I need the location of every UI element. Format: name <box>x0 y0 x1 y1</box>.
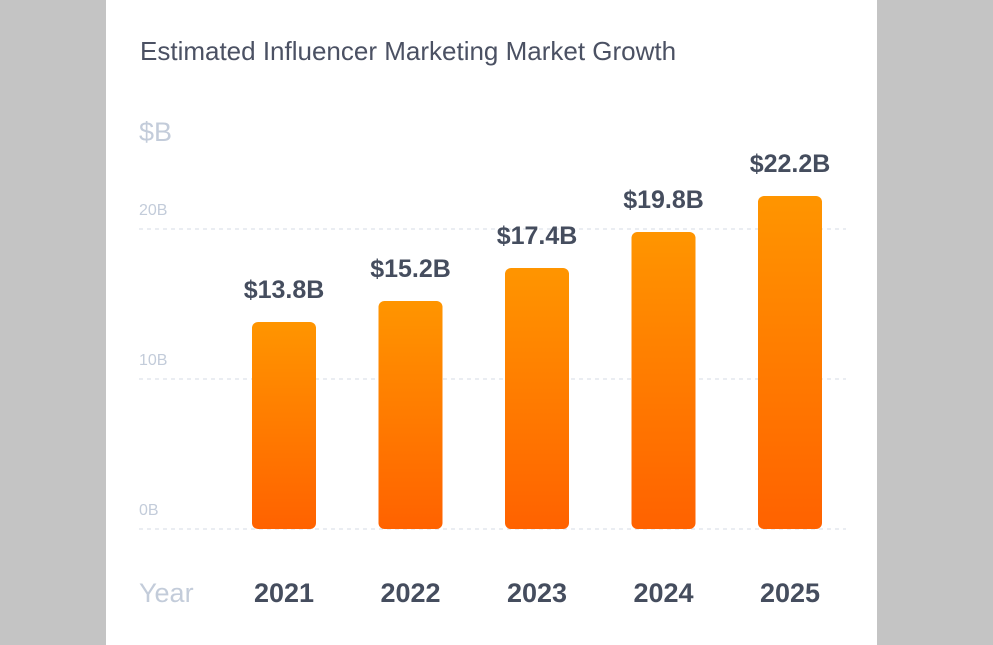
y-tick-label: 10B <box>139 352 167 369</box>
value-label-2024: $19.8B <box>623 186 704 214</box>
category-label-2022: 2022 <box>380 578 440 608</box>
bars <box>252 196 822 529</box>
value-label-2023: $17.4B <box>497 222 578 250</box>
value-labels: $13.8B $15.2B $17.4B $19.8B $22.2B <box>244 150 831 304</box>
bar-2025 <box>758 196 822 529</box>
bar-chart: $B 0B 10B 20B $13.8B $15.2B $17.4B $19.8B $22.… <box>139 117 846 608</box>
chart-card: Estimated Influencer Marketing Market Gr… <box>106 0 877 645</box>
bar-2024 <box>631 232 696 529</box>
value-label-2021: $13.8B <box>244 276 325 304</box>
bar-2022 <box>378 301 443 529</box>
y-unit-label: $B <box>139 117 172 147</box>
gridlines: 0B 10B 20B <box>139 202 846 530</box>
value-label-2025: $22.2B <box>750 150 831 178</box>
y-tick-label: 0B <box>139 502 159 519</box>
category-labels: 2021 2022 2023 2024 2025 <box>254 578 820 608</box>
x-axis-label: Year <box>139 578 194 608</box>
value-label-2022: $15.2B <box>370 255 451 283</box>
chart-title: Estimated Influencer Marketing Market Gr… <box>140 36 677 66</box>
category-label-2025: 2025 <box>760 578 820 608</box>
bar-2023 <box>505 268 569 529</box>
y-tick-label: 20B <box>139 202 167 219</box>
category-label-2024: 2024 <box>633 578 693 608</box>
category-label-2023: 2023 <box>507 578 567 608</box>
bar-2021 <box>252 322 316 529</box>
category-label-2021: 2021 <box>254 578 314 608</box>
